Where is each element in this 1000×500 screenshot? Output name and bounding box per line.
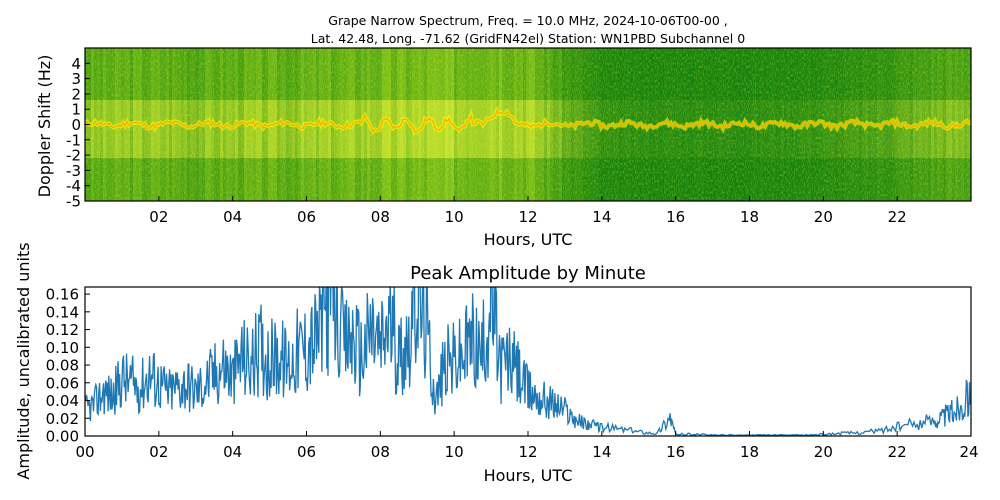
spectrogram-x-tick-label: 14 [592, 208, 611, 226]
amplitude-x-tick-label: 20 [814, 443, 833, 461]
spectrogram-x-tick-label: 04 [223, 208, 242, 226]
spectrogram [85, 48, 971, 201]
spectrogram-x-ticks: 02 04 06 08 10 12 14 16 18 20 22 [149, 196, 907, 226]
spectrogram-x-tick-label: 18 [740, 208, 759, 226]
amplitude-y-tick-label: 0.12 [46, 321, 79, 339]
spectrum-title-line1: Grape Narrow Spectrum, Freq. = 10.0 MHz,… [328, 13, 727, 28]
amplitude-y-tick-label: 0.04 [46, 392, 79, 410]
amplitude-x-tick-label: 06 [297, 443, 316, 461]
amplitude-x-tick-label: 24 [959, 443, 978, 461]
amplitude-x-ticks: 00 02 04 06 08 10 12 14 16 18 20 22 24 [75, 431, 979, 461]
amplitude-y-ticks: 0.000.020.040.060.080.100.120.140.16 [46, 286, 90, 446]
amplitude-y-tick-label: 0.10 [46, 339, 79, 357]
amplitude-y-tick-label: 0.00 [46, 428, 79, 446]
amplitude-x-tick-label: 08 [371, 443, 390, 461]
amplitude-x-tick-label: 18 [740, 443, 759, 461]
amplitude-title: Peak Amplitude by Minute [410, 263, 646, 284]
spectrogram-y-tick-label: 0 [71, 116, 81, 134]
amplitude-x-label: Hours, UTC [484, 466, 573, 485]
spectrogram-x-label: Hours, UTC [484, 230, 573, 249]
amplitude-x-tick-label: 04 [223, 443, 242, 461]
amplitude-x-tick-label: 22 [888, 443, 907, 461]
amplitude-x-tick-label: 16 [666, 443, 685, 461]
spectrogram-y-tick-label: 1 [71, 101, 81, 119]
amplitude-y-tick-label: 0.06 [46, 374, 79, 392]
amplitude-y-tick-label: 0.08 [46, 357, 79, 375]
spectrogram-y-label: Doppler Shift (Hz) [35, 55, 54, 198]
spectrogram-y-tick-label: -5 [66, 193, 81, 211]
amplitude-frame [84, 286, 972, 437]
amplitude-y-tick-label: 0.14 [46, 303, 79, 321]
carrier-glow [85, 106, 971, 136]
amplitude-y-label: Amplitude, uncalibrated units [14, 242, 33, 479]
spectrogram-x-tick-label: 02 [149, 208, 168, 226]
spectrogram-y-tick-label: -3 [66, 162, 81, 180]
amplitude-x-tick-label: 14 [592, 443, 611, 461]
spectrogram-y-tick-label: 3 [71, 70, 81, 88]
spectrogram-y-tick-label: -4 [66, 177, 81, 195]
spectrogram-y-tick-label: 4 [71, 55, 81, 73]
spectrogram-x-tick-label: 10 [445, 208, 464, 226]
amplitude-x-tick-label: 10 [445, 443, 464, 461]
amplitude-x-tick-label: 12 [518, 443, 537, 461]
spectrogram-y-tick-label: -1 [66, 131, 81, 149]
spectrogram-x-tick-label: 12 [518, 208, 537, 226]
amplitude-series-line [85, 287, 971, 436]
spectrogram-y-tick-label: 2 [71, 85, 81, 103]
amplitude-x-tick-label: 00 [75, 443, 94, 461]
amplitude-y-tick-label: 0.16 [46, 286, 79, 304]
spectrogram-x-tick-label: 08 [371, 208, 390, 226]
amplitude-y-tick-label: 0.02 [46, 410, 79, 428]
spectrogram-x-tick-label: 16 [666, 208, 685, 226]
spectrogram-y-tick-label: -2 [66, 147, 81, 165]
spectrogram-x-tick-label: 06 [297, 208, 316, 226]
amplitude-x-tick-label: 02 [149, 443, 168, 461]
spectrum-title-line2: Lat. 42.48, Long. -71.62 (GridFN42el) St… [311, 31, 745, 46]
spectrogram-x-tick-label: 22 [888, 208, 907, 226]
spectrogram-x-tick-label: 20 [814, 208, 833, 226]
